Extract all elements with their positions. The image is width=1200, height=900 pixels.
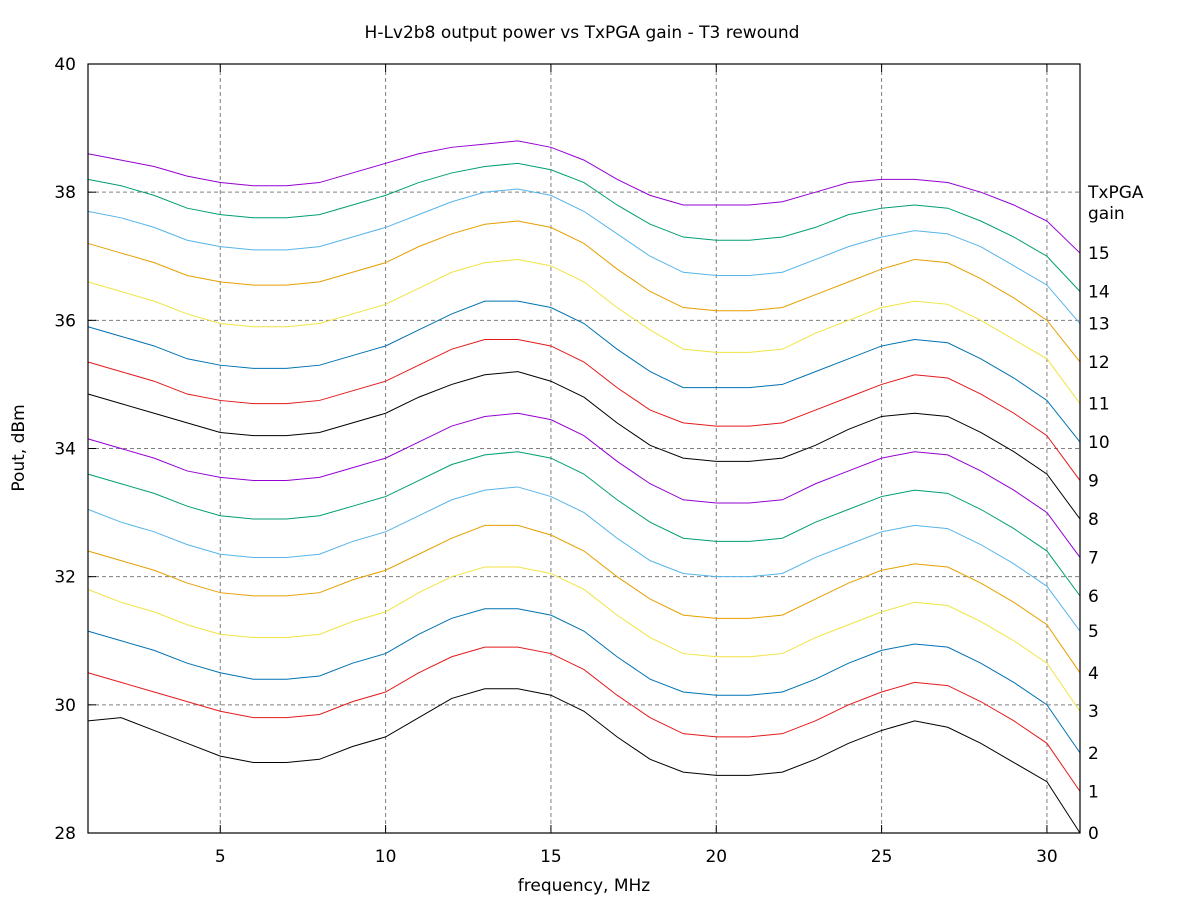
y-tick-label: 38	[54, 183, 76, 203]
series-group	[87, 140, 1081, 834]
y-axis: 28 30 32 34 36 38 40	[54, 55, 96, 844]
legend-title-line-1: TxPGA	[1087, 183, 1144, 203]
series-label-gain-13: 13	[1088, 315, 1110, 335]
series-line-gain-5	[87, 486, 1081, 632]
series-line-gain-1	[87, 646, 1081, 792]
series-line-gain-14	[87, 162, 1081, 292]
x-tick-label: 10	[375, 847, 397, 867]
series-label-gain-9: 9	[1088, 472, 1099, 492]
series-line-gain-15	[87, 140, 1081, 254]
series-label-gain-3: 3	[1088, 702, 1099, 722]
y-tick-label: 32	[54, 568, 76, 588]
x-tick-label: 20	[705, 847, 727, 867]
series-label-gain-6: 6	[1088, 587, 1099, 607]
series-label-gain-2: 2	[1088, 744, 1099, 764]
chart-title: H-Lv2b8 output power vs TxPGA gain - T3 …	[365, 23, 800, 43]
legend-title-line-2: gain	[1088, 204, 1125, 224]
series-line-gain-4	[87, 524, 1081, 674]
series-label-gain-1: 1	[1088, 782, 1099, 802]
x-tick-label: 15	[540, 847, 562, 867]
x-axis: 5 10 15 20 25 30	[215, 64, 1058, 867]
series-line-gain-11	[87, 258, 1081, 404]
x-tick-label: 30	[1036, 847, 1058, 867]
series-line-gain-13	[87, 188, 1081, 324]
y-axis-label: Pout, dBm	[9, 404, 29, 491]
x-axis-label: frequency, MHz	[518, 876, 651, 896]
series-label-gain-12: 12	[1088, 353, 1110, 373]
series-line-gain-6	[87, 451, 1081, 597]
x-tick-label: 5	[215, 847, 226, 867]
series-label-gain-8: 8	[1088, 510, 1099, 530]
x-tick-label: 25	[871, 847, 893, 867]
y-tick-label: 28	[54, 824, 76, 844]
series-line-gain-0	[87, 688, 1081, 834]
y-tick-label: 34	[54, 440, 76, 460]
series-line-gain-3	[87, 566, 1081, 712]
y-tick-label: 30	[54, 696, 76, 716]
series-label-gain-4: 4	[1088, 664, 1099, 684]
series-label-gain-7: 7	[1088, 548, 1099, 568]
series-line-gain-2	[87, 608, 1081, 754]
series-line-gain-12	[87, 220, 1081, 363]
series-label-gain-5: 5	[1088, 622, 1099, 642]
series-line-gain-9	[87, 339, 1081, 481]
series-label-gain-14: 14	[1088, 282, 1110, 302]
y-tick-label: 40	[54, 55, 76, 75]
series-label-gain-11: 11	[1088, 395, 1110, 415]
series-line-gain-7	[87, 412, 1081, 558]
series-line-gain-8	[87, 371, 1081, 520]
series-label-gain-0: 0	[1088, 824, 1099, 844]
grid-lines	[88, 64, 1080, 833]
series-label-gain-15: 15	[1088, 244, 1110, 264]
series-label-gain-10: 10	[1088, 433, 1110, 453]
series-line-gain-10	[87, 300, 1081, 443]
y-tick-label: 36	[54, 311, 76, 331]
